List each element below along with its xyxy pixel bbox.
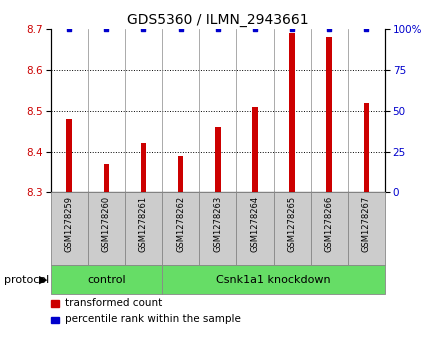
Bar: [141, 143, 146, 192]
Text: transformed count: transformed count: [65, 298, 162, 308]
Bar: [236, 192, 274, 265]
Text: percentile rank within the sample: percentile rank within the sample: [65, 314, 241, 325]
Text: GSM1278263: GSM1278263: [213, 196, 222, 252]
Point: [177, 26, 184, 32]
Text: GSM1278259: GSM1278259: [65, 196, 73, 252]
Bar: [51, 265, 162, 294]
Bar: [311, 192, 348, 265]
Point: [326, 26, 333, 32]
Bar: [326, 37, 332, 192]
Point: [214, 26, 221, 32]
Bar: [215, 127, 220, 192]
Text: protocol: protocol: [4, 274, 50, 285]
Point: [363, 26, 370, 32]
Bar: [178, 156, 183, 192]
Text: GSM1278262: GSM1278262: [176, 196, 185, 252]
Text: GSM1278267: GSM1278267: [362, 196, 371, 252]
Bar: [252, 107, 258, 192]
Point: [289, 26, 296, 32]
Bar: [274, 192, 311, 265]
Text: GSM1278261: GSM1278261: [139, 196, 148, 252]
Text: control: control: [87, 274, 126, 285]
Text: GSM1278260: GSM1278260: [102, 196, 111, 252]
Text: Csnk1a1 knockdown: Csnk1a1 knockdown: [216, 274, 331, 285]
Point: [140, 26, 147, 32]
Text: ▶: ▶: [39, 274, 47, 285]
Bar: [103, 164, 109, 192]
Bar: [162, 192, 199, 265]
Bar: [290, 33, 295, 192]
Bar: [162, 265, 385, 294]
Point: [66, 26, 73, 32]
Point: [251, 26, 258, 32]
Bar: [125, 192, 162, 265]
Bar: [51, 192, 88, 265]
Text: GSM1278264: GSM1278264: [250, 196, 260, 252]
Bar: [199, 192, 236, 265]
Text: GSM1278266: GSM1278266: [325, 196, 334, 252]
Bar: [66, 119, 72, 192]
Text: GSM1278265: GSM1278265: [288, 196, 297, 252]
Bar: [363, 102, 369, 192]
Bar: [88, 192, 125, 265]
Title: GDS5360 / ILMN_2943661: GDS5360 / ILMN_2943661: [127, 13, 308, 26]
Bar: [348, 192, 385, 265]
Point: [103, 26, 110, 32]
